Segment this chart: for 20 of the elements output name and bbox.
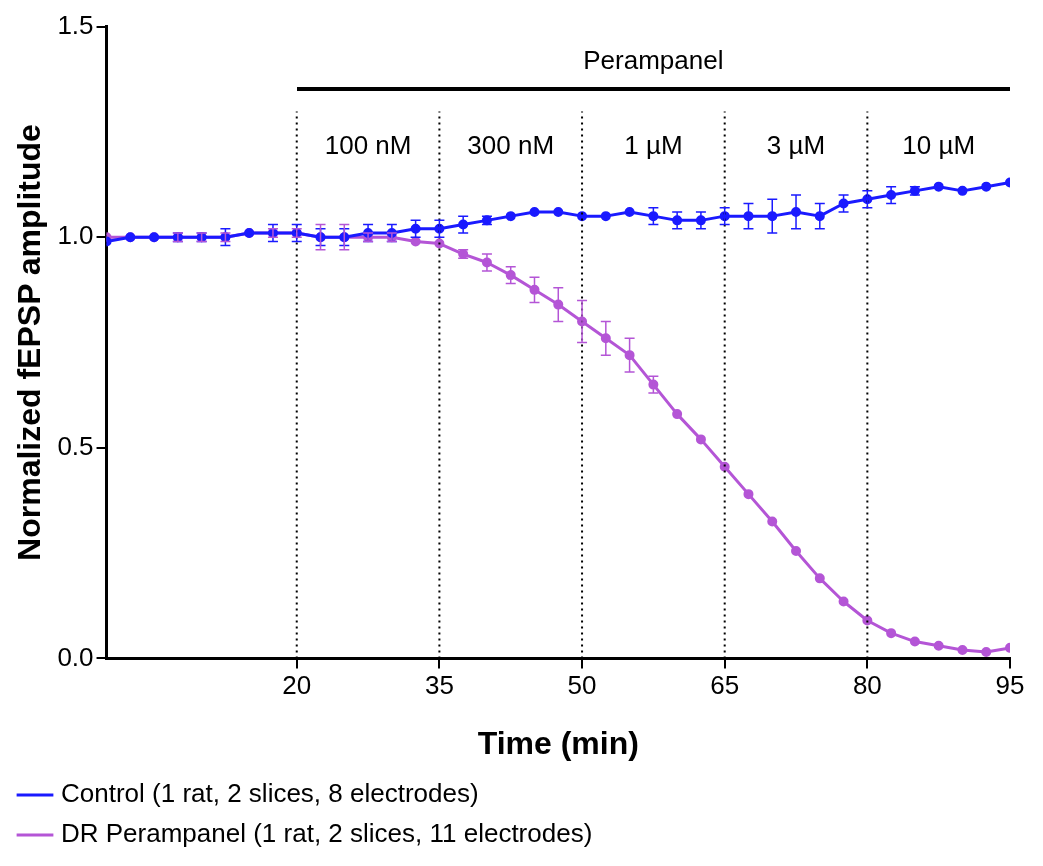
annotation: Perampanel (583, 44, 724, 75)
annotation: 300 nM (467, 129, 555, 160)
x-tick-label: 80 (852, 670, 882, 701)
y-tick-label: 1.5 (57, 9, 94, 40)
annotation: 10 µM (902, 129, 976, 160)
legend-label: DR Perampanel (1 rat, 2 slices, 11 electrodes) (61, 818, 593, 849)
legend-label: Control (1 rat, 2 slices, 8 electrodes) (61, 778, 479, 809)
y-tick-label: 0.0 (57, 641, 94, 672)
y-tick-label: 0.5 (57, 430, 94, 461)
x-tick-label: 35 (424, 670, 454, 701)
x-tick-label: 95 (995, 670, 1025, 701)
x-tick-label: 20 (282, 670, 312, 701)
y-tick-label: 1.0 (57, 220, 94, 251)
annotation: 1 µM (624, 129, 683, 160)
annotation: 3 µM (766, 129, 826, 160)
annotation: 100 nM (324, 129, 412, 160)
x-tick-label: 50 (567, 670, 597, 701)
y-axis-title: Normalized fEPSP amplitude (11, 124, 48, 561)
x-axis-title: Time (min) (477, 724, 639, 761)
x-tick-label: 65 (710, 670, 740, 701)
